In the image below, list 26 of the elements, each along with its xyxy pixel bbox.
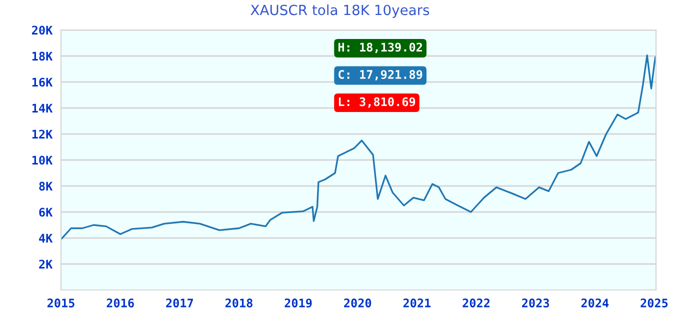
x-tick-label: 2024 (581, 298, 609, 308)
x-tick-label: 2021 (403, 298, 431, 308)
y-tick-label: 6K (39, 208, 53, 217)
x-tick-label: 2019 (284, 298, 312, 308)
line-series (61, 54, 656, 240)
x-tick-label: 2017 (166, 298, 193, 308)
y-tick-label: 2K (39, 260, 53, 268)
annotation: H: 18,139.02 (338, 42, 422, 54)
y-tick-label: 14K (32, 104, 53, 112)
x-tick-label: 2020 (344, 298, 372, 308)
annotation: C: 17,921.89 (338, 70, 422, 80)
x-tick-label: 2023 (522, 298, 550, 308)
y-tick-label: 12K (32, 130, 53, 138)
y-tick-label: 20K (32, 26, 53, 35)
x-tick-label: 2016 (106, 298, 134, 308)
y-tick-label: 10K (32, 156, 53, 165)
x-tick-label: 2022 (462, 298, 490, 308)
y-tick-label: 16K (32, 78, 53, 87)
y-tick-label: 8K (39, 182, 53, 191)
chart-title: XAUSCR tola 18K 10years (250, 4, 430, 18)
annotation: L: 3,810.69 (338, 97, 416, 108)
y-tick-label: 18K (32, 52, 53, 61)
x-tick-label: 2018 (225, 298, 252, 308)
x-tick-label: 2015 (47, 298, 74, 308)
x-tick-label: 2025 (640, 298, 668, 308)
y-tick-label: 4K (39, 234, 53, 242)
